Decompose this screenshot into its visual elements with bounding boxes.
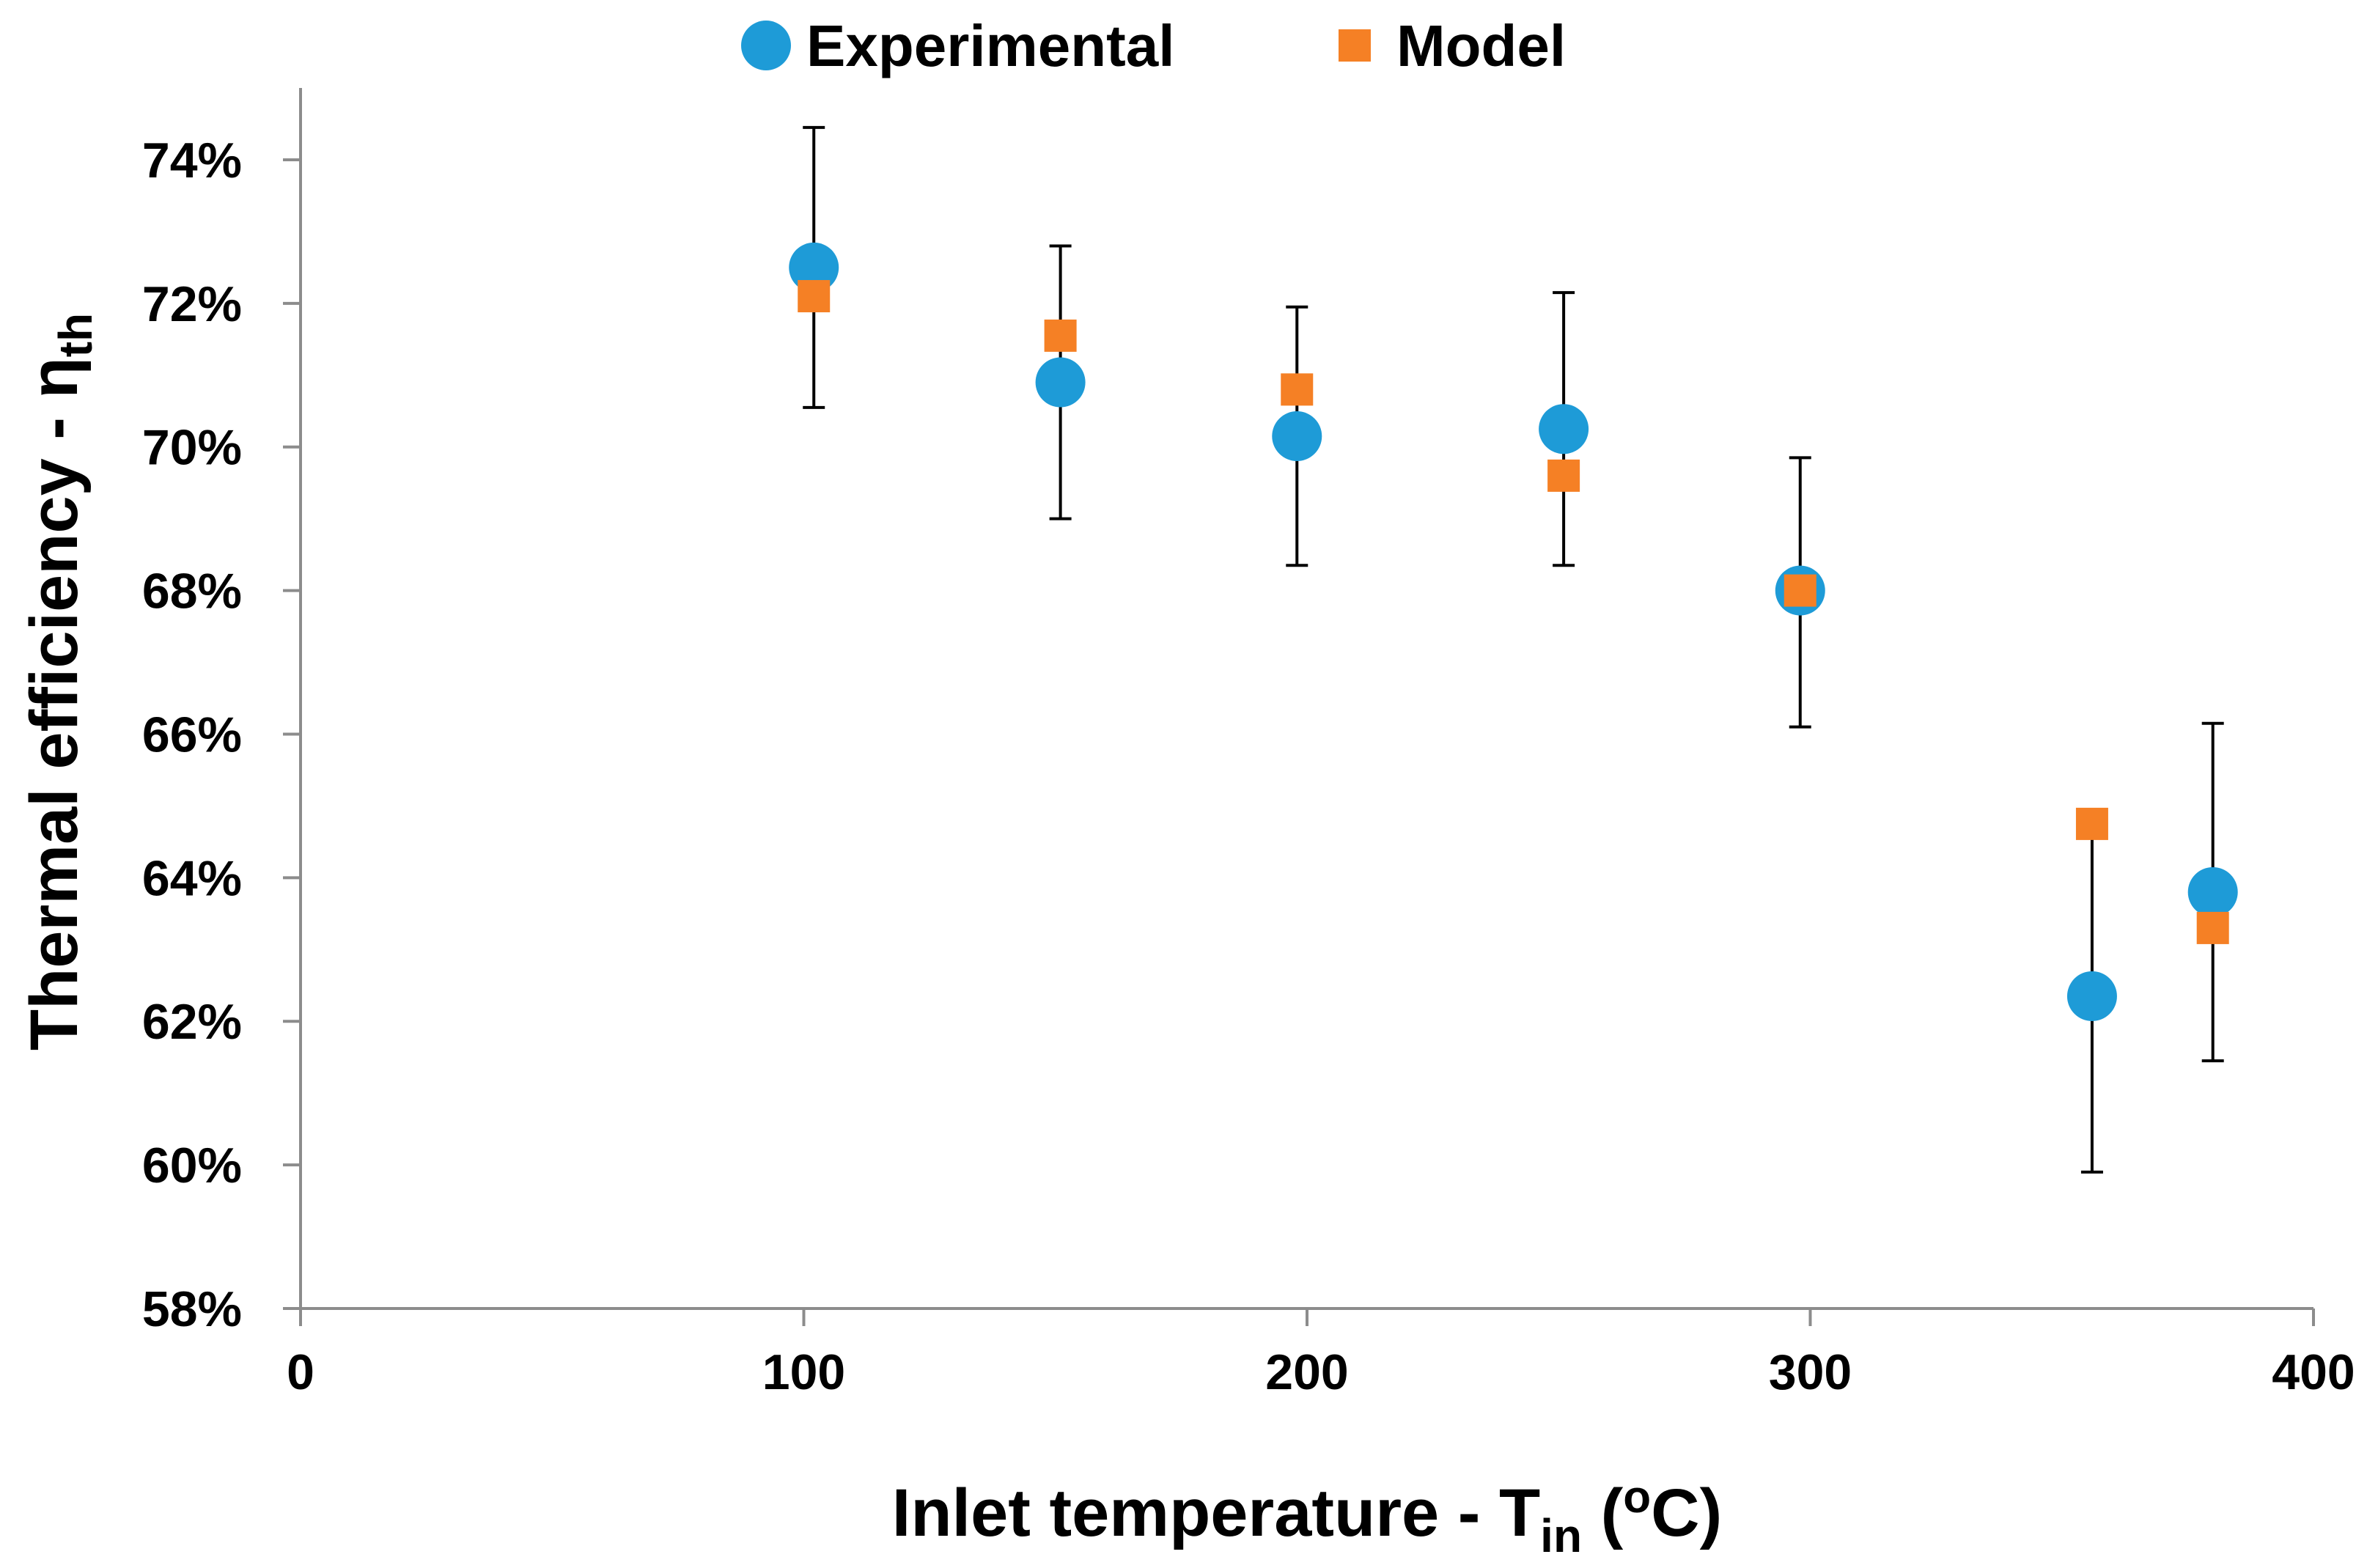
y-tick-label: 70% — [142, 420, 242, 476]
experimental-point — [1272, 411, 1322, 462]
model-point — [798, 280, 831, 313]
x-tick-label: 100 — [762, 1344, 845, 1400]
model-point — [1044, 319, 1077, 352]
x-axis-title-main: Inlet temperature - T — [892, 1476, 1540, 1550]
y-axis-title: Thermal efficiency - ηth — [17, 313, 102, 1050]
experimental-point — [2187, 866, 2238, 917]
model-point — [1281, 373, 1314, 406]
legend-experimental-marker — [741, 21, 791, 70]
model-point — [2196, 911, 2229, 944]
legend-model-label: Model — [1396, 13, 1566, 78]
x-axis-title-superscript: o — [1623, 1472, 1651, 1523]
x-tick-label: 0 — [287, 1344, 314, 1400]
experimental-point — [789, 242, 839, 292]
x-tick-label: 200 — [1265, 1344, 1348, 1400]
legend-experimental-label: Experimental — [806, 13, 1174, 78]
x-axis-title: Inlet temperature - Tin (oC) — [892, 1472, 1722, 1562]
y-tick-label: 60% — [142, 1138, 242, 1193]
x-axis-title-subscript: in — [1540, 1509, 1582, 1562]
y-tick-label: 66% — [142, 707, 242, 762]
x-ticks: 0 100 200 300 400 — [287, 1308, 2355, 1400]
y-tick-label: 58% — [142, 1281, 242, 1337]
y-tick-label: 64% — [142, 850, 242, 906]
error-bars — [803, 125, 2224, 1174]
experimental-point — [2066, 971, 2117, 1021]
y-axis-title-subscript: th — [49, 313, 102, 357]
model-point — [2075, 807, 2108, 840]
model-point — [1547, 459, 1580, 492]
y-ticks: 58% 60% 62% 64% 66% 68% 70% 72% 74% — [142, 133, 301, 1337]
data-points — [789, 242, 2238, 1021]
y-tick-label: 62% — [142, 994, 242, 1050]
experimental-point — [1035, 357, 1086, 408]
y-tick-label: 72% — [142, 276, 242, 332]
axes: 0 100 200 300 400 58% 60% 62% 64% 66% 68% 70% 72% 74… — [142, 88, 2355, 1400]
y-axis-title-main: Thermal efficiency - η — [17, 357, 92, 1050]
model-point — [1784, 574, 1816, 607]
x-axis-title-paren: ( — [1582, 1476, 1624, 1550]
x-tick-label: 400 — [2272, 1344, 2355, 1400]
legend: Experimental Model — [741, 13, 1566, 78]
x-axis-title-unit: C) — [1651, 1476, 1722, 1550]
x-tick-label: 300 — [1769, 1344, 1852, 1400]
y-tick-label: 68% — [142, 564, 242, 619]
legend-model-marker — [1339, 29, 1371, 62]
experimental-point — [1539, 404, 1589, 454]
y-tick-label: 74% — [142, 133, 242, 188]
